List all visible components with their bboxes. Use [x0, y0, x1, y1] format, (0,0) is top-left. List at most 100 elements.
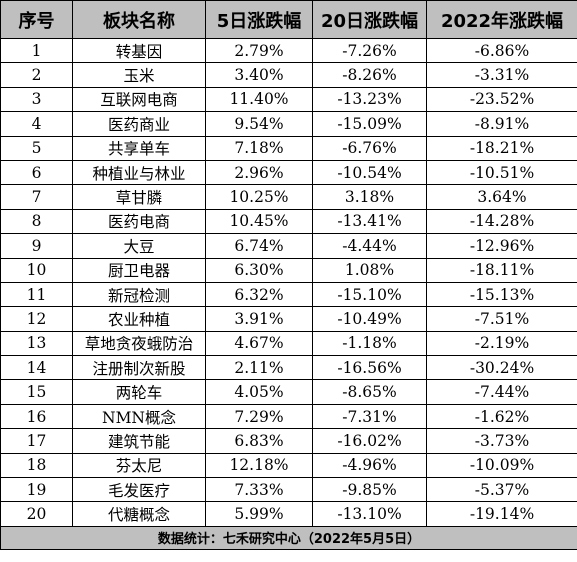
cell-sector-name: 农业种植: [72, 306, 206, 332]
cell-2022-change: -15.13%: [426, 281, 577, 308]
header-20day-change: 20日涨跌幅: [312, 0, 427, 39]
footer-row: 数据统计：七禾研究中心（2022年5月5日）: [0, 525, 577, 550]
cell-2022-change: 3.64%: [426, 184, 577, 210]
header-rank: 序号: [0, 0, 73, 39]
cell-sector-name: 两轮车: [72, 379, 206, 405]
cell-20day-change: -15.10%: [312, 281, 427, 308]
cell-rank: 3: [0, 86, 73, 113]
cell-5day-change: 7.29%: [205, 403, 313, 430]
cell-5day-change: 10.25%: [205, 184, 313, 210]
cell-sector-name: 种植业与林业: [72, 159, 206, 186]
cell-rank: 20: [0, 501, 73, 527]
cell-sector-name: 注册制次新股: [72, 355, 206, 381]
cell-sector-name: 建筑节能: [72, 428, 206, 454]
table-row: 18 芬太尼 12.18% -4.96% -10.09%: [0, 452, 577, 479]
cell-sector-name: 代糖概念: [72, 501, 206, 527]
cell-20day-change: -1.18%: [312, 330, 427, 357]
header-2022-change: 2022年涨跌幅: [426, 0, 577, 39]
cell-20day-change: -4.96%: [312, 452, 427, 479]
cell-5day-change: 6.32%: [205, 281, 313, 308]
table-row: 15 两轮车 4.05% -8.65% -7.44%: [0, 379, 577, 405]
cell-5day-change: 11.40%: [205, 86, 313, 113]
cell-rank: 16: [0, 403, 73, 430]
cell-2022-change: -12.96%: [426, 233, 577, 259]
cell-20day-change: 1.08%: [312, 257, 427, 283]
cell-rank: 15: [0, 379, 73, 405]
cell-20day-change: -7.31%: [312, 403, 427, 430]
cell-5day-change: 2.96%: [205, 159, 313, 186]
cell-5day-change: 4.67%: [205, 330, 313, 357]
cell-sector-name: 医药电商: [72, 208, 206, 235]
cell-rank: 10: [0, 257, 73, 283]
cell-2022-change: -23.52%: [426, 86, 577, 113]
cell-2022-change: -18.11%: [426, 257, 577, 283]
cell-2022-change: -30.24%: [426, 355, 577, 381]
cell-rank: 18: [0, 452, 73, 479]
cell-2022-change: -18.21%: [426, 135, 577, 161]
header-5day-change: 5日涨跌幅: [205, 0, 313, 39]
cell-20day-change: -6.76%: [312, 135, 427, 161]
cell-sector-name: 转基因: [72, 37, 206, 64]
cell-rank: 4: [0, 111, 73, 137]
cell-sector-name: 草甘膦: [72, 184, 206, 210]
table-row: 19 毛发医疗 7.33% -9.85% -5.37%: [0, 477, 577, 503]
cell-20day-change: -13.23%: [312, 86, 427, 113]
cell-rank: 2: [0, 62, 73, 88]
cell-sector-name: 草地贪夜蛾防治: [72, 330, 206, 357]
table-row: 12 农业种植 3.91% -10.49% -7.51%: [0, 306, 577, 332]
cell-2022-change: -1.62%: [426, 403, 577, 430]
cell-2022-change: -10.09%: [426, 452, 577, 479]
cell-rank: 5: [0, 135, 73, 161]
table-row: 5 共享单车 7.18% -6.76% -18.21%: [0, 135, 577, 161]
table-body: 1 转基因 2.79% -7.26% -6.86% 2 玉米 3.40% -8.26% -3.31…: [0, 37, 577, 527]
cell-20day-change: -4.44%: [312, 233, 427, 259]
cell-5day-change: 4.05%: [205, 379, 313, 405]
cell-2022-change: -6.86%: [426, 37, 577, 64]
cell-rank: 6: [0, 159, 73, 186]
cell-rank: 17: [0, 428, 73, 454]
table-row: 11 新冠检测 6.32% -15.10% -15.13%: [0, 281, 577, 308]
cell-rank: 14: [0, 355, 73, 381]
cell-rank: 19: [0, 477, 73, 503]
cell-rank: 11: [0, 281, 73, 308]
cell-20day-change: -16.56%: [312, 355, 427, 381]
table-row: 10 厨卫电器 6.30% 1.08% -18.11%: [0, 257, 577, 283]
cell-sector-name: 芬太尼: [72, 452, 206, 479]
cell-5day-change: 3.40%: [205, 62, 313, 88]
cell-5day-change: 7.18%: [205, 135, 313, 161]
cell-2022-change: -2.19%: [426, 330, 577, 357]
cell-2022-change: -5.37%: [426, 477, 577, 503]
cell-2022-change: -3.73%: [426, 428, 577, 454]
cell-sector-name: 互联网电商: [72, 86, 206, 113]
cell-2022-change: -8.91%: [426, 111, 577, 137]
source-note: 数据统计：七禾研究中心（2022年5月5日）: [0, 525, 577, 550]
cell-sector-name: 医药商业: [72, 111, 206, 137]
cell-sector-name: 厨卫电器: [72, 257, 206, 283]
table-row: 17 建筑节能 6.83% -16.02% -3.73%: [0, 428, 577, 454]
cell-sector-name: 新冠检测: [72, 281, 206, 308]
cell-5day-change: 6.83%: [205, 428, 313, 454]
cell-sector-name: NMN概念: [72, 403, 206, 430]
cell-5day-change: 3.91%: [205, 306, 313, 332]
cell-20day-change: 3.18%: [312, 184, 427, 210]
table-row: 13 草地贪夜蛾防治 4.67% -1.18% -2.19%: [0, 330, 577, 357]
cell-20day-change: -10.54%: [312, 159, 427, 186]
cell-5day-change: 6.30%: [205, 257, 313, 283]
cell-5day-change: 2.79%: [205, 37, 313, 64]
table-row: 4 医药商业 9.54% -15.09% -8.91%: [0, 111, 577, 137]
cell-2022-change: -19.14%: [426, 501, 577, 527]
table-row: 3 互联网电商 11.40% -13.23% -23.52%: [0, 86, 577, 113]
cell-20day-change: -10.49%: [312, 306, 427, 332]
cell-5day-change: 2.11%: [205, 355, 313, 381]
cell-5day-change: 6.74%: [205, 233, 313, 259]
table-row: 7 草甘膦 10.25% 3.18% 3.64%: [0, 184, 577, 210]
table-row: 6 种植业与林业 2.96% -10.54% -10.51%: [0, 159, 577, 186]
cell-2022-change: -14.28%: [426, 208, 577, 235]
sector-performance-table: 序号 板块名称 5日涨跌幅 20日涨跌幅 2022年涨跌幅 1 转基因 2.79% -…: [0, 0, 577, 550]
cell-5day-change: 5.99%: [205, 501, 313, 527]
table-row: 8 医药电商 10.45% -13.41% -14.28%: [0, 208, 577, 235]
cell-20day-change: -16.02%: [312, 428, 427, 454]
cell-5day-change: 10.45%: [205, 208, 313, 235]
cell-20day-change: -15.09%: [312, 111, 427, 137]
cell-rank: 1: [0, 37, 73, 64]
